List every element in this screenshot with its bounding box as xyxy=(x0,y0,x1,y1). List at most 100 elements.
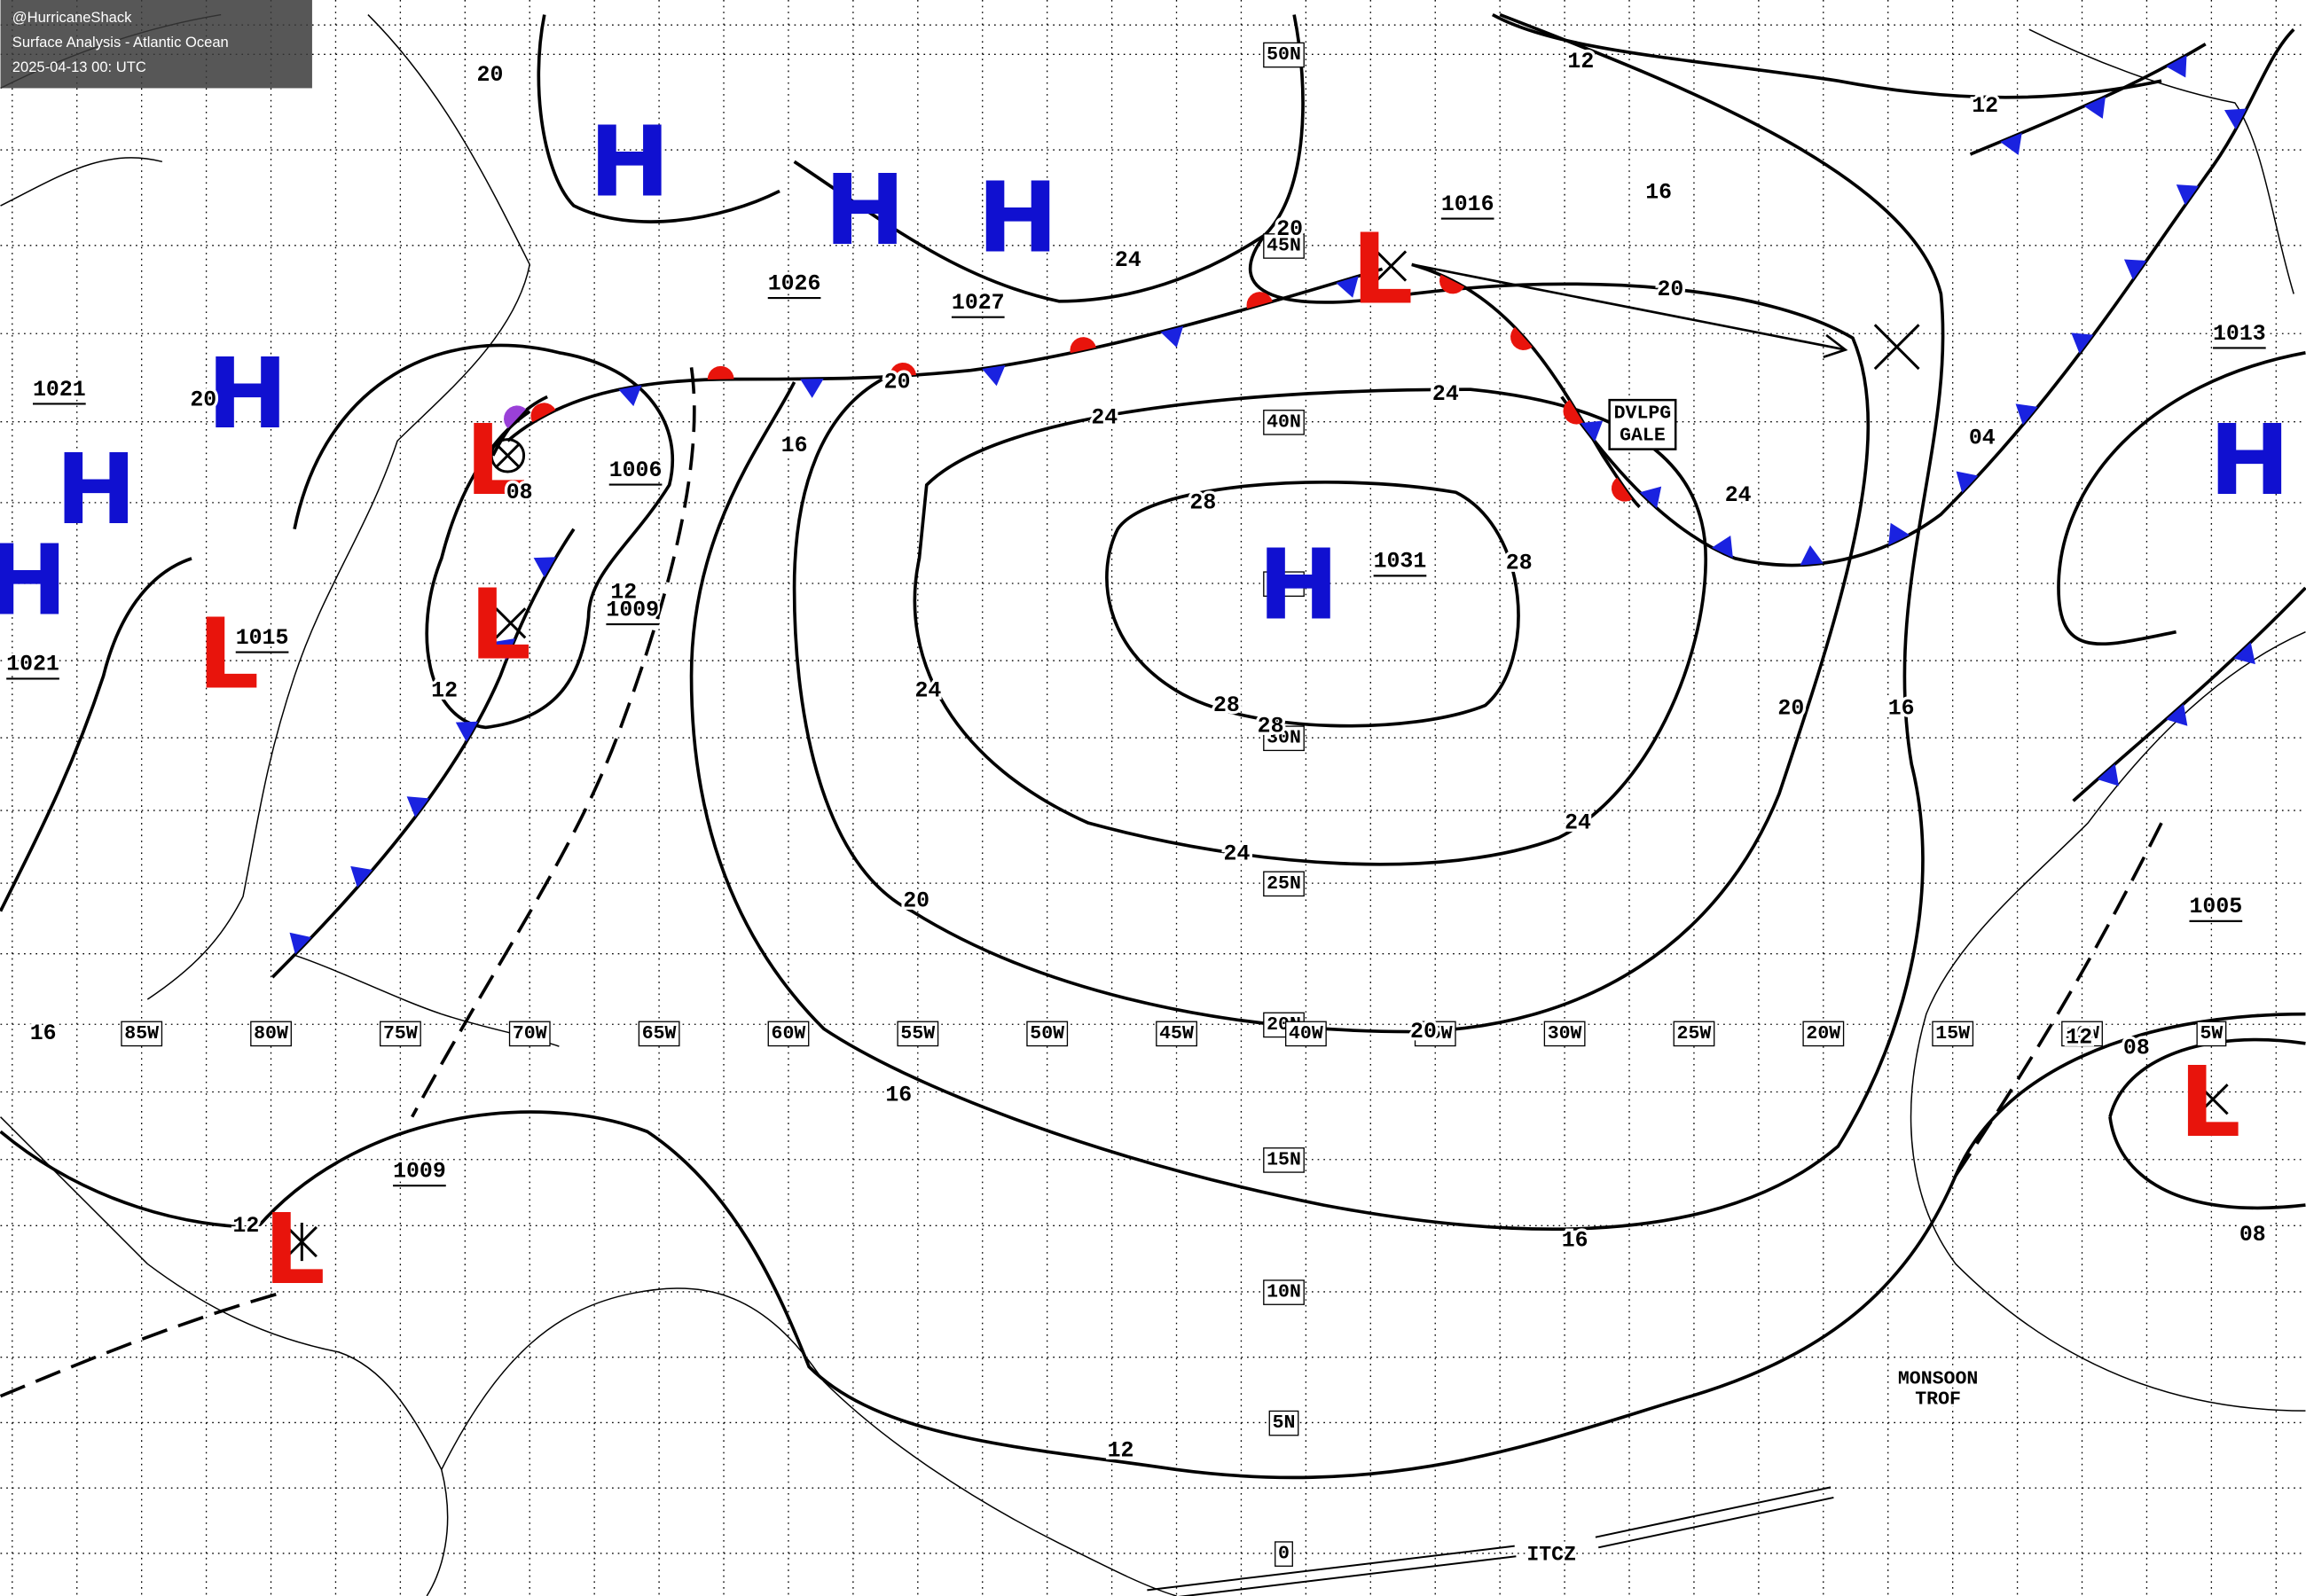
isobar-label: 20 xyxy=(903,889,929,914)
front-symbol xyxy=(455,721,479,742)
x-mark xyxy=(495,607,527,639)
isobar-label: 04 xyxy=(1969,426,1996,450)
isobar-label: 12 xyxy=(2066,1026,2092,1051)
isobar xyxy=(913,387,1708,866)
coastline xyxy=(146,14,531,1000)
isobar-label: 24 xyxy=(1091,405,1118,430)
low-center: L xyxy=(198,598,260,711)
x-mark xyxy=(2197,1084,2229,1115)
high-center: H xyxy=(0,524,67,638)
isobar-label: 20 xyxy=(477,63,504,88)
longitude-label-box xyxy=(250,1021,292,1047)
isobar-label: 08 xyxy=(506,481,533,505)
longitude-label-box xyxy=(1543,1021,1586,1047)
isobar-label: 24 xyxy=(914,679,941,704)
latitude-label-box xyxy=(1268,1410,1299,1436)
isobar-label: 16 xyxy=(885,1083,912,1107)
latitude-label-box xyxy=(1263,1147,1305,1173)
front-symbol xyxy=(1800,545,1824,566)
front-symbol xyxy=(2224,108,2247,129)
longitude-label-box xyxy=(121,1021,163,1047)
front-symbol xyxy=(2166,703,2188,726)
itcz-line xyxy=(1147,1545,1517,1596)
front-symbol xyxy=(2176,184,2200,206)
low-center: L xyxy=(465,403,527,517)
longitude-label-box xyxy=(1285,1021,1327,1047)
longitude-label-box xyxy=(2196,1021,2227,1047)
high-center: H xyxy=(824,153,906,267)
isobar xyxy=(2108,1037,2306,1210)
front-symbol xyxy=(1246,292,1273,309)
longitude-label: 40W xyxy=(1289,1023,1323,1044)
front-symbol xyxy=(2233,642,2255,665)
isobar-label: 20 xyxy=(1777,696,1804,721)
gale-label: DVLPG xyxy=(1614,403,1672,424)
isobar-label: 20 xyxy=(884,371,911,395)
front-symbol xyxy=(2083,96,2106,119)
x-mark xyxy=(286,1223,318,1262)
pressure-label: 1006 xyxy=(609,458,663,483)
pressure-label: 1015 xyxy=(236,626,289,651)
longitude-label-box xyxy=(508,1021,551,1047)
isobar xyxy=(0,557,192,912)
longitude-label: 5W xyxy=(2200,1023,2223,1044)
longitude-label: 65W xyxy=(642,1023,677,1044)
isobar-label: 08 xyxy=(2239,1223,2266,1248)
pressure-label: 1021 xyxy=(6,653,59,677)
header-source: @HurricaneShack xyxy=(12,9,132,26)
isobar-label: 20 xyxy=(1410,1020,1437,1044)
isobar xyxy=(792,14,1871,1034)
isobar-label: 16 xyxy=(1888,696,1915,721)
longitude-label: 45W xyxy=(1159,1023,1194,1044)
latitude-label-box xyxy=(1263,871,1305,897)
front-symbol xyxy=(890,362,917,377)
itcz-line xyxy=(1595,1486,1834,1549)
front-symbol xyxy=(618,385,642,407)
trough xyxy=(1954,822,2163,1177)
x-mark xyxy=(1873,324,1920,371)
front-symbol xyxy=(533,557,556,578)
low-center: L xyxy=(2179,1045,2241,1159)
isobar-label: 16 xyxy=(781,434,808,458)
latitude-label-box xyxy=(1263,233,1305,259)
isobar-label: 12 xyxy=(1972,94,1998,119)
latitude-label: 5N xyxy=(1273,1412,1296,1434)
latitude-label: 0 xyxy=(1278,1544,1290,1565)
isobar-label: 24 xyxy=(1725,483,1752,508)
latitude-label: 45N xyxy=(1267,235,1301,256)
latitude-label-box xyxy=(1263,42,1305,68)
isobar-label: 12 xyxy=(1567,50,1594,74)
coastline xyxy=(2028,28,2294,294)
center-marks xyxy=(286,250,2229,1262)
longitude-label-box xyxy=(1802,1021,1845,1047)
latitude-label: 40N xyxy=(1267,411,1301,433)
front-symbol xyxy=(707,365,734,380)
front-symbol xyxy=(1510,326,1533,350)
pressure-label: 1009 xyxy=(606,598,659,622)
front-symbol xyxy=(530,403,556,423)
front-symbol xyxy=(1956,471,1979,493)
front-symbol xyxy=(492,638,515,661)
isobar-label: 24 xyxy=(1115,248,1141,273)
high-center: H xyxy=(207,337,288,450)
front-symbol xyxy=(1336,276,1359,298)
longitude-label: 85W xyxy=(124,1023,159,1044)
x-mark xyxy=(490,438,526,473)
high-center: H xyxy=(977,160,1059,274)
pressure-label: 1005 xyxy=(2189,895,2242,919)
high-center: H xyxy=(589,105,671,218)
front-symbol xyxy=(1563,399,1584,425)
pressure-label: 1027 xyxy=(952,291,1005,316)
latitude-label-box xyxy=(1263,1279,1305,1305)
gale-box xyxy=(1608,398,1677,450)
header-valid: 2025-04-13 00: UTC xyxy=(12,59,146,75)
arrow xyxy=(1411,263,1848,359)
front-symbol xyxy=(982,364,1006,387)
isobar-label: 20 xyxy=(190,387,216,412)
isobar-label: 20 xyxy=(1276,217,1303,242)
front-symbol xyxy=(800,379,824,398)
